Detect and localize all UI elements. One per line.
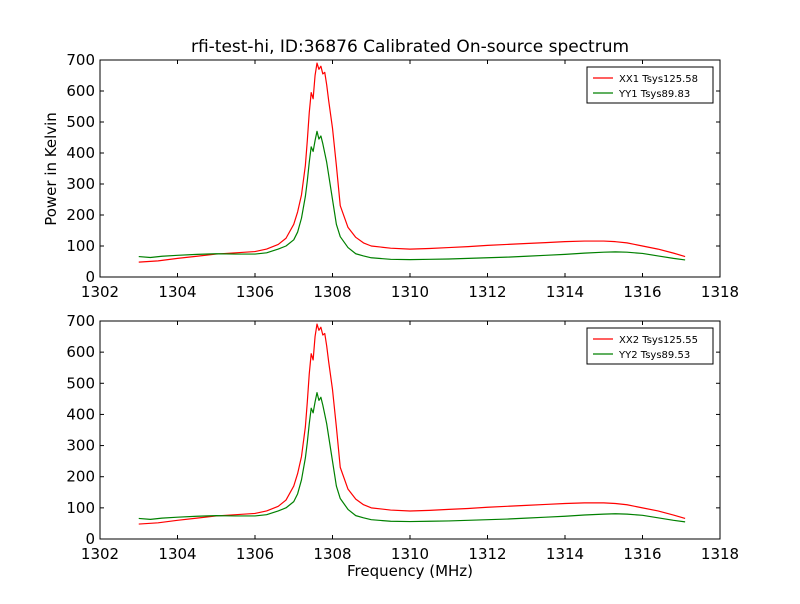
legend-label: YY2 Tsys89.53 xyxy=(618,350,690,361)
series-line-2 xyxy=(138,392,686,523)
legend: XX2 Tsys125.55 YY2 Tsys89.53 xyxy=(586,327,714,365)
y-tick-label: 200 xyxy=(66,206,95,224)
x-tick-label: 1318 xyxy=(701,283,739,301)
subplot-2: 1302 1304 1306 1308 1310 1312 1314 1316 1318 0 100… xyxy=(66,312,739,563)
y-tick-label: 700 xyxy=(66,51,95,69)
legend: XX1 Tsys125.58 YY1 Tsys89.83 xyxy=(586,66,714,104)
y-tick-label: 500 xyxy=(66,374,95,392)
series-line-2 xyxy=(138,130,686,261)
chart-title: rfi-test-hi, ID:36876 Calibrated On-sour… xyxy=(191,37,629,57)
x-tick-label: 1310 xyxy=(391,283,429,301)
x-tick-label: 1310 xyxy=(391,545,429,563)
x-tick-label: 1302 xyxy=(81,283,119,301)
x-tick-label: 1318 xyxy=(701,545,739,563)
x-tick-label: 1306 xyxy=(236,283,274,301)
legend-box xyxy=(586,66,714,104)
x-tick-label: 1308 xyxy=(313,283,351,301)
y-tick-label: 0 xyxy=(85,530,95,548)
legend-label: XX2 Tsys125.55 xyxy=(619,335,698,346)
legend-box xyxy=(586,327,714,365)
y-tick-label: 200 xyxy=(66,468,95,486)
series-line-1 xyxy=(138,323,686,525)
x-tick-label: 1304 xyxy=(158,283,196,301)
x-axis-label: Frequency (MHz) xyxy=(347,562,473,580)
x-tick-label: 1316 xyxy=(623,283,661,301)
x-tick-label: 1302 xyxy=(81,545,119,563)
x-tick-label: 1314 xyxy=(546,283,584,301)
y-tick-label: 0 xyxy=(85,268,95,286)
y-tick-label: 100 xyxy=(66,237,95,255)
x-tick-label: 1306 xyxy=(236,545,274,563)
y-tick-label: 600 xyxy=(66,343,95,361)
x-tick-label: 1314 xyxy=(546,545,584,563)
x-tick-label: 1312 xyxy=(468,545,506,563)
y-tick-label: 400 xyxy=(66,405,95,423)
x-tick-label: 1316 xyxy=(623,545,661,563)
x-tick-label: 1312 xyxy=(468,283,506,301)
series-line-1 xyxy=(138,62,686,263)
y-tick-label: 600 xyxy=(66,82,95,100)
x-tick-label: 1304 xyxy=(158,545,196,563)
y-tick-label: 300 xyxy=(66,437,95,455)
y-axis-label: Power in Kelvin xyxy=(42,112,60,226)
x-tick-label: 1308 xyxy=(313,545,351,563)
subplot-1: 1302 1304 1306 1308 1310 1312 1314 1316 1318 0 100… xyxy=(66,51,739,301)
legend-label: XX1 Tsys125.58 xyxy=(619,74,698,85)
legend-label: YY1 Tsys89.83 xyxy=(618,89,690,100)
y-tick-label: 700 xyxy=(66,312,95,330)
y-tick-label: 100 xyxy=(66,499,95,517)
y-tick-label: 500 xyxy=(66,113,95,131)
y-tick-label: 300 xyxy=(66,175,95,193)
y-tick-label: 400 xyxy=(66,144,95,162)
